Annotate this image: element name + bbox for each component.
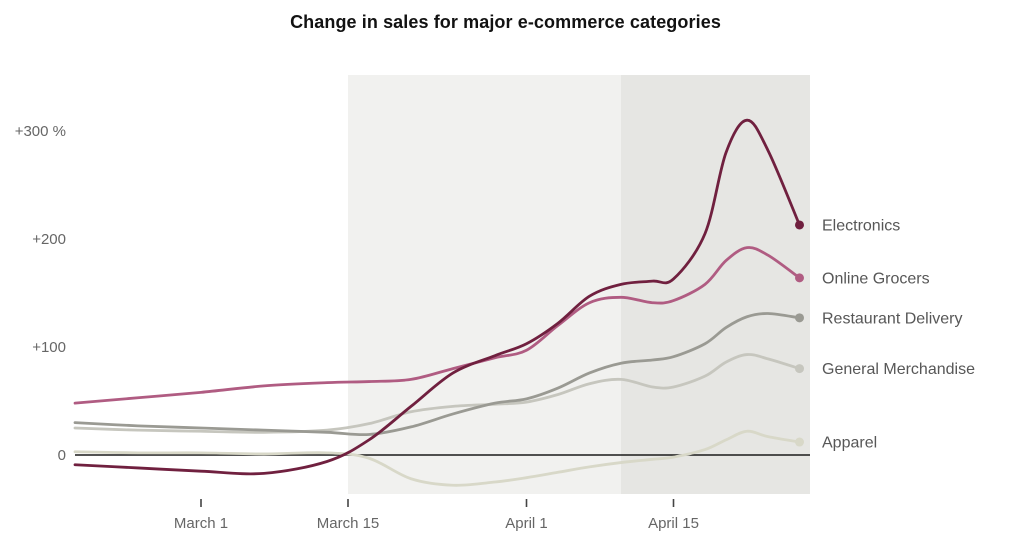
series-label-restaurant-delivery: Restaurant Delivery: [822, 310, 963, 327]
series-line-general-merchandise: [73, 353, 801, 434]
series-label-online-grocers: Online Grocers: [822, 270, 930, 287]
series-line-online-grocers: [73, 246, 801, 405]
chart-title: Change in sales for major e-commerce cat…: [290, 12, 721, 32]
series-line-apparel: [73, 429, 801, 487]
highlight-band-2: [621, 75, 810, 494]
y-axis-label: +200: [32, 231, 66, 248]
series-endpoint-apparel: [795, 437, 804, 447]
series-line-electronics: [73, 118, 801, 476]
series-label-apparel: Apparel: [822, 435, 877, 452]
x-axis-label: March 1: [174, 515, 228, 532]
x-axis-label: April 1: [505, 515, 548, 532]
series-endpoint-restaurant-delivery: [795, 313, 804, 323]
y-axis-label: 0: [58, 447, 66, 464]
series-label-general-merchandise: General Merchandise: [822, 361, 975, 378]
series-line-restaurant-delivery: [73, 312, 801, 437]
series-label-electronics: Electronics: [822, 217, 900, 234]
x-axis-label: March 15: [317, 515, 380, 532]
series-endpoint-general-merchandise: [795, 364, 804, 374]
series-endpoint-electronics: [795, 220, 804, 230]
y-axis-label: +300 %: [15, 123, 66, 140]
x-axis-label: April 15: [648, 515, 699, 532]
y-axis-label: +100: [32, 339, 66, 356]
series-endpoint-online-grocers: [795, 273, 804, 283]
highlight-band-1: [348, 75, 621, 494]
